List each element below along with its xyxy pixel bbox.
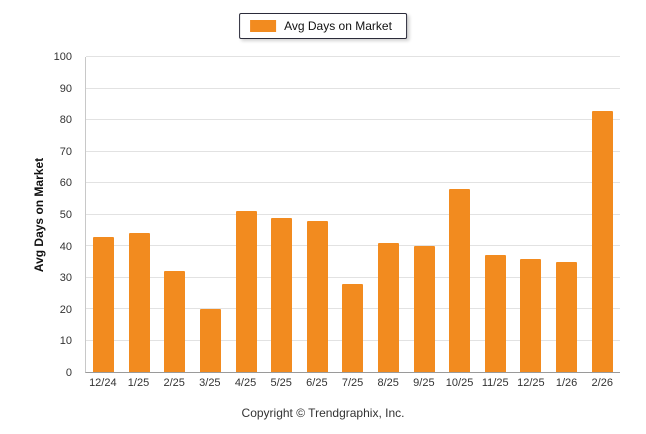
y-axis-ticks: 0 10 20 30 40 50 60 70 80 90 100 [0,51,80,379]
bar-column [442,57,478,372]
copyright-text: Copyright © Trendgraphix, Inc. [241,406,405,420]
x-tick-label: 7/25 [341,377,364,389]
x-tick-label: 3/25 [199,377,221,389]
bar-column [157,57,193,372]
x-tick-label: 1/25 [127,377,150,389]
bar [306,220,328,372]
x-tick-label: 5/25 [270,377,292,389]
x-tick-label: 10/25 [445,377,474,389]
gridline [86,150,620,152]
x-axis-labels: 12/24 1/25 2/25 3/25 4/25 5/25 6/25 7/25 8/25 9/2… [85,377,620,389]
plot-area [85,56,620,373]
y-tick-label: 0 [65,367,72,379]
y-tick-label: 60 [59,177,72,190]
x-tick-label: 1/26 [555,377,578,389]
x-tick-label: 6/25 [306,377,328,389]
y-tick-label: 100 [53,51,72,63]
bar-column [193,57,229,372]
bar [164,271,186,372]
bar [520,258,542,372]
bar [200,309,222,372]
gridline [86,213,620,215]
gridline [86,182,620,183]
bar-column [264,57,300,372]
bar [556,261,578,372]
legend-label: Avg Days on Market [284,19,392,33]
y-tick-label: 20 [59,303,72,316]
x-tick-label: 12/25 [517,377,545,389]
bar [271,217,293,372]
bar-column [478,57,514,372]
y-tick-label: 30 [59,272,72,285]
y-tick-label: 70 [59,145,72,158]
bar-column [584,57,620,372]
bar-column [406,57,442,372]
legend-swatch-icon [250,20,277,32]
gridline [86,245,620,246]
x-tick-label: 11/25 [481,377,509,389]
x-tick-label: 2/26 [591,377,613,389]
bars-container [86,57,620,372]
x-tick-label: 8/25 [377,377,399,389]
x-tick-label: 9/25 [413,377,435,389]
bar [235,211,257,372]
bar-column [228,57,264,372]
bar-column [371,57,407,372]
bar [342,283,364,372]
bar-column [549,57,585,372]
y-tick-label: 50 [59,209,72,221]
gridline [86,119,620,120]
bar [449,189,471,372]
x-tick-label: 2/25 [163,377,185,389]
gridline [86,276,620,278]
y-tick-label: 90 [59,82,72,95]
bar-column [513,57,549,372]
y-tick-label: 80 [59,114,72,127]
legend: Avg Days on Market [239,13,407,39]
bar [591,110,613,372]
gridline [86,56,620,57]
bar-column [335,57,371,372]
gridline [86,87,620,89]
bar [378,242,400,372]
x-tick-label: 4/25 [234,377,257,389]
bar-column [86,57,122,372]
bar-column [122,57,158,372]
bar [128,233,150,372]
bar-column [300,57,336,372]
y-tick-label: 40 [59,240,72,253]
y-tick-label: 10 [59,335,72,348]
bar [93,236,115,372]
x-tick-label: 12/24 [89,377,117,389]
bar [413,246,435,372]
bar [484,255,506,372]
